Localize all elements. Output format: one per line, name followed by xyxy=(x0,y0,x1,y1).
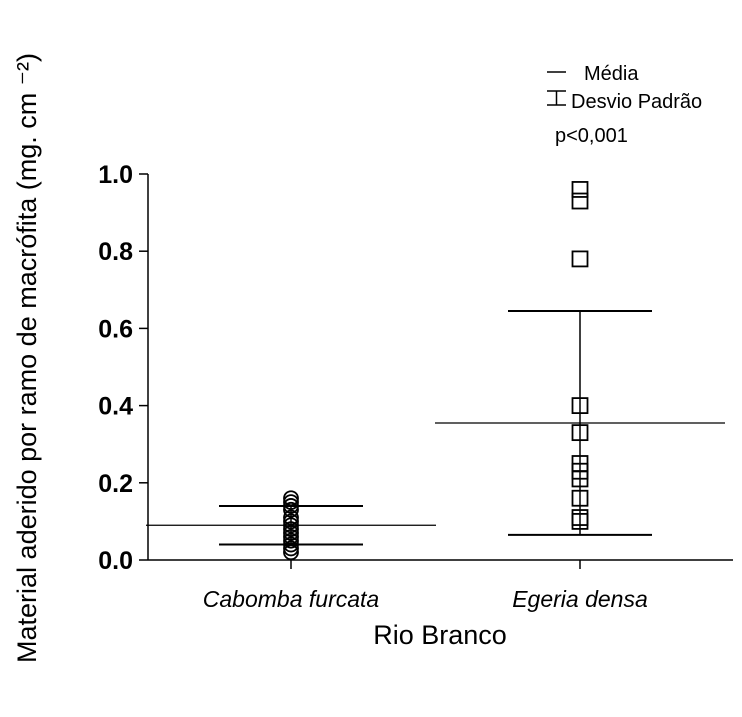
x-tick-label: Cabomba furcata xyxy=(203,586,379,612)
y-axis-title: Material aderido por ramo de macrófita (… xyxy=(12,53,42,663)
data-points xyxy=(283,181,589,561)
data-point-square xyxy=(571,250,589,268)
x-axis-ticks: Cabomba furcata Egeria densa xyxy=(203,560,648,612)
data-point-circle xyxy=(283,544,299,561)
data-point-square xyxy=(571,397,589,415)
y-tick-label: 0.6 xyxy=(98,315,133,343)
y-tick-label: 1.0 xyxy=(98,161,133,189)
x-tick-label: Egeria densa xyxy=(512,586,648,612)
data-point-circle xyxy=(283,525,299,541)
data-point-circle xyxy=(283,498,299,514)
legend-mean-label: Média xyxy=(584,63,639,85)
data-point-square xyxy=(571,513,589,530)
data-point-square xyxy=(571,181,589,198)
data-point-circle xyxy=(283,528,299,545)
data-point-circle xyxy=(283,517,299,534)
data-point-circle xyxy=(283,540,299,557)
y-tick-label: 0.0 xyxy=(98,547,133,575)
data-point-square xyxy=(571,470,589,488)
data-point-circle xyxy=(283,494,299,511)
legend-errorbar-label: Desvio Padrão xyxy=(571,91,702,113)
y-tick-label: 0.2 xyxy=(98,470,133,498)
data-point-square xyxy=(571,192,589,210)
data-point-circle xyxy=(283,521,299,538)
data-point-circle xyxy=(283,513,299,530)
error-bars xyxy=(146,310,725,546)
data-point-square xyxy=(571,489,589,507)
x-axis-title: Rio Branco xyxy=(373,620,507,650)
y-axis-ticks: 0.0 0.2 0.4 0.6 0.8 1.0 xyxy=(98,161,148,575)
legend-errorbar-symbol xyxy=(547,90,566,106)
y-tick-label: 0.8 xyxy=(98,238,133,266)
data-point-circle xyxy=(283,509,299,526)
data-point-circle xyxy=(283,532,299,549)
data-point-square xyxy=(571,424,589,442)
data-point-circle xyxy=(283,501,299,518)
data-point-circle xyxy=(283,490,299,507)
y-tick-label: 0.4 xyxy=(98,393,133,421)
data-point-circle xyxy=(283,536,299,553)
p-value-annotation: p<0,001 xyxy=(555,125,628,147)
legend: Média Desvio Padrão xyxy=(547,63,702,113)
